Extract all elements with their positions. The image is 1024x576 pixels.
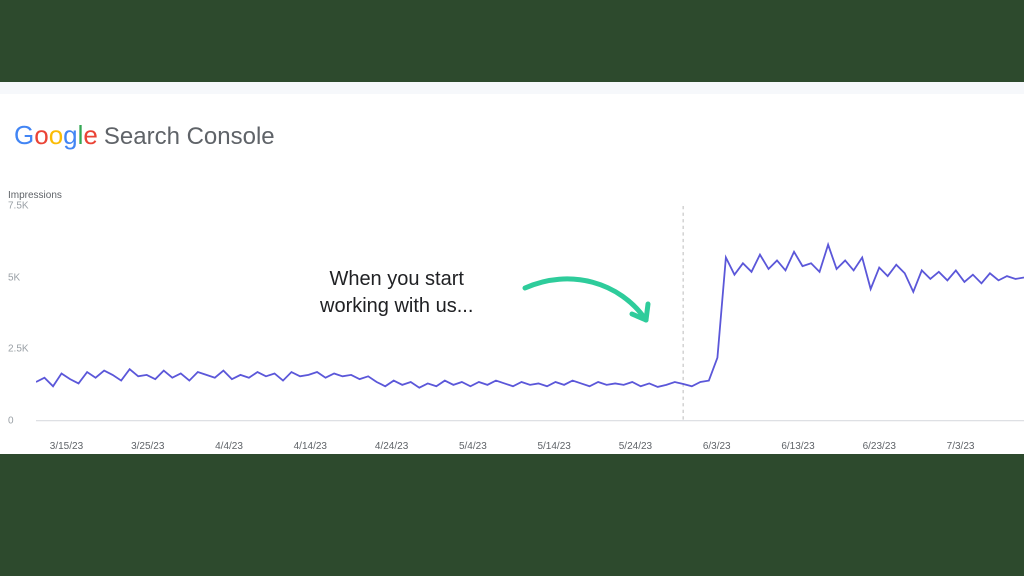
y-tick-label: 0: [8, 415, 14, 426]
x-tick-label: 4/14/23: [294, 441, 327, 452]
panel-gap-top: [0, 82, 1024, 94]
x-tick-label: 5/24/23: [619, 441, 652, 452]
metric-label: Impressions: [8, 190, 62, 201]
x-tick-label: 4/24/23: [375, 441, 408, 452]
x-tick-label: 3/15/23: [50, 441, 83, 452]
y-tick-label: 5K: [8, 272, 20, 283]
product-name: Search Console: [104, 123, 275, 151]
callout-line1: When you start: [329, 268, 464, 290]
x-tick-label: 7/3/23: [947, 441, 975, 452]
header-logo: Google Search Console: [14, 120, 275, 151]
google-logo: Google: [14, 120, 98, 151]
x-tick-label: 4/4/23: [215, 441, 243, 452]
y-tick-label: 7.5K: [8, 201, 29, 212]
callout-text: When you start working with us...: [320, 266, 473, 320]
impressions-chart: 02.5K5K7.5K 3/15/233/25/234/4/234/14/234…: [8, 206, 1024, 436]
callout-line2: working with us...: [320, 295, 473, 317]
x-tick-label: 6/23/23: [863, 441, 896, 452]
x-tick-label: 6/3/23: [703, 441, 731, 452]
x-tick-label: 5/14/23: [537, 441, 570, 452]
y-tick-label: 2.5K: [8, 344, 29, 355]
x-tick-label: 5/4/23: [459, 441, 487, 452]
x-tick-label: 6/13/23: [781, 441, 814, 452]
main-panel: Google Search Console Impressions 0 2.5K 5…: [0, 94, 1024, 454]
x-tick-label: 3/25/23: [131, 441, 164, 452]
callout-arrow-icon: [520, 270, 660, 340]
